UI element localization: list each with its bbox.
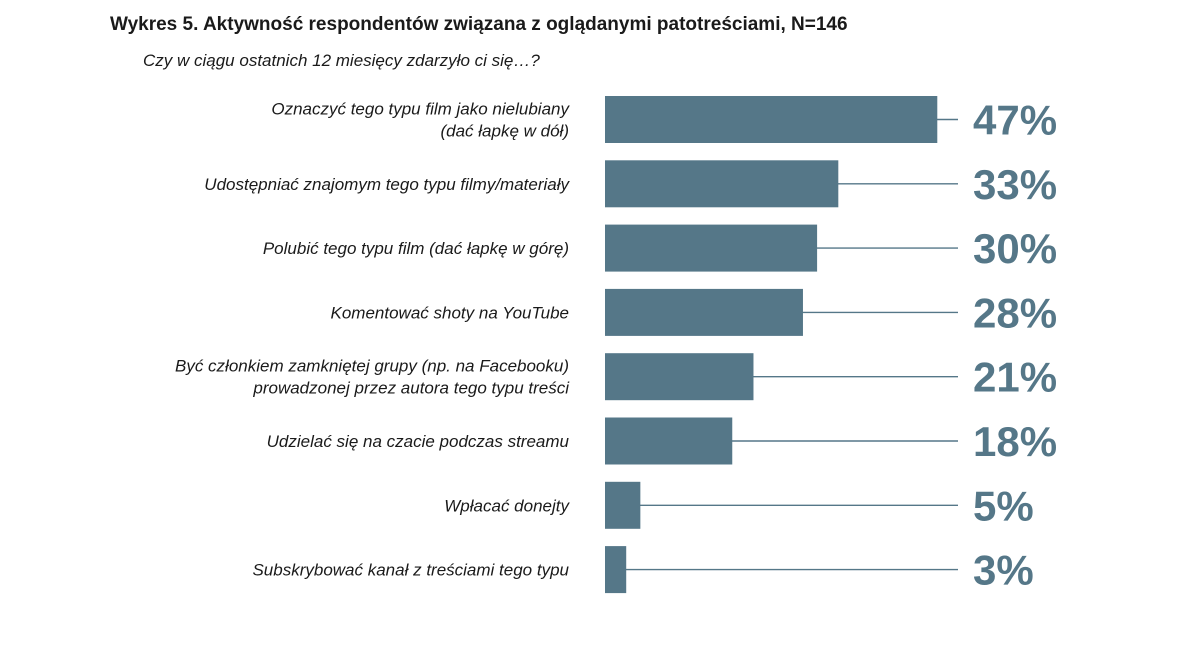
category-label: (dać łapkę w dół) xyxy=(440,122,569,141)
category-label: Oznaczyć tego typu film jako nielubiany xyxy=(271,100,570,119)
bar xyxy=(605,546,627,594)
chart-subtitle: Czy w ciągu ostatnich 12 miesięcy zdarzy… xyxy=(143,51,540,70)
category-label: Subskrybować kanał z treściami tego typu xyxy=(252,561,569,580)
chart-title: Wykres 5. Aktywność respondentów związan… xyxy=(110,14,848,35)
category-label: Wpłacać donejty xyxy=(444,496,570,515)
value-label: 5% xyxy=(973,482,1034,529)
value-label: 21% xyxy=(973,354,1057,401)
value-label: 18% xyxy=(973,418,1057,465)
category-label: Udzielać się na czacie podczas streamu xyxy=(267,432,570,451)
value-label: 33% xyxy=(973,161,1057,208)
bar xyxy=(605,160,839,208)
bar xyxy=(605,417,733,465)
category-label: Polubić tego typu film (dać łapkę w górę… xyxy=(263,239,569,258)
category-label: Komentować shoty na YouTube xyxy=(331,303,569,322)
category-label: Udostępniać znajomym tego typu filmy/mat… xyxy=(204,175,570,194)
category-label: Być członkiem zamkniętej grupy (np. na F… xyxy=(175,357,569,376)
value-label: 3% xyxy=(973,547,1034,594)
value-label: 47% xyxy=(973,97,1057,144)
bar xyxy=(605,353,754,401)
bar xyxy=(605,481,641,529)
bar xyxy=(605,288,803,336)
category-label: prowadzonej przez autora tego typu treśc… xyxy=(252,379,570,398)
value-label: 28% xyxy=(973,289,1057,336)
value-label: 30% xyxy=(973,225,1057,272)
bar xyxy=(605,224,818,272)
bar xyxy=(605,96,938,143)
